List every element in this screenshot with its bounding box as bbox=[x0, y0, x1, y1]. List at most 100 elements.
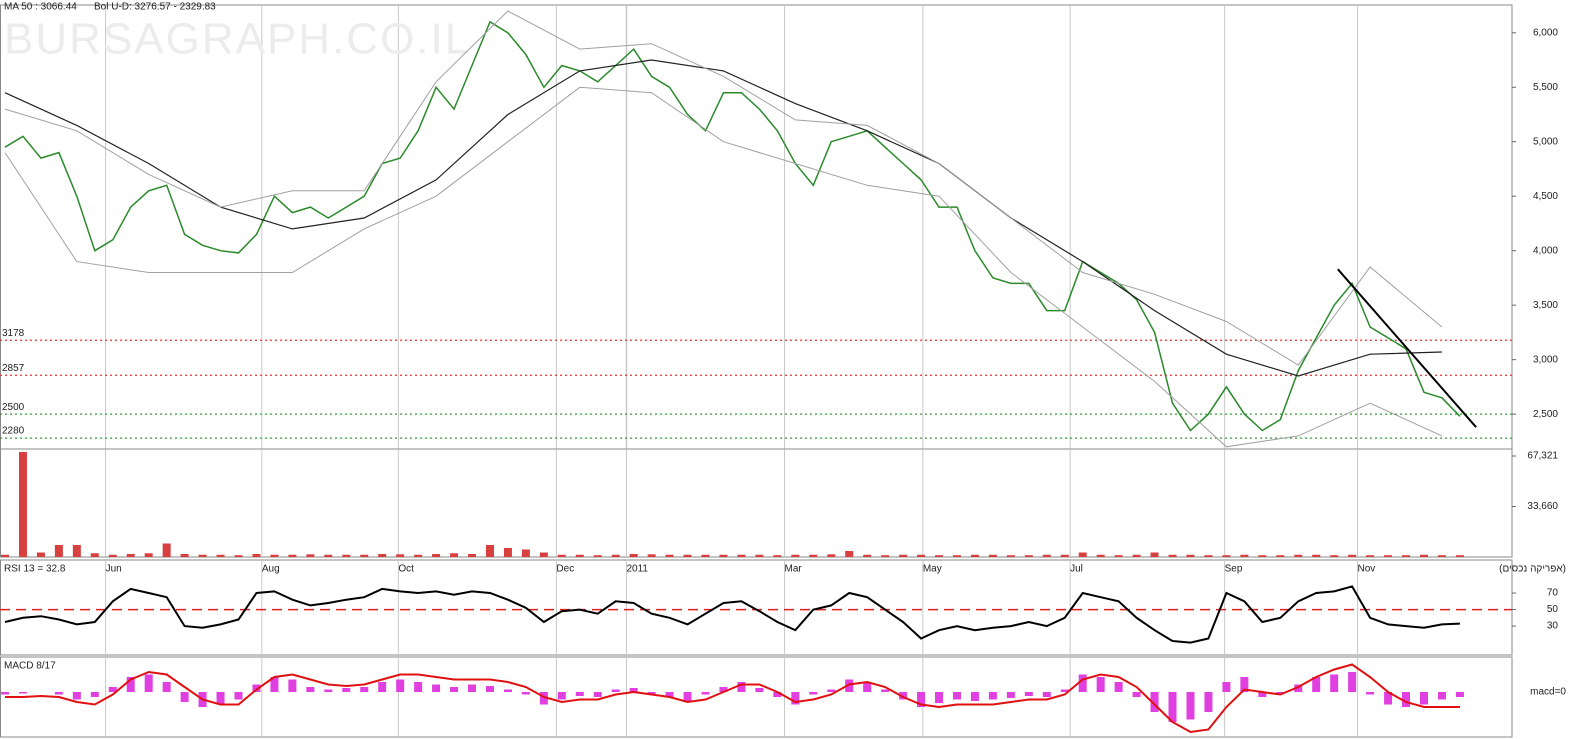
watermark: BURSAGRAPH.CO.IL bbox=[4, 15, 471, 64]
panel bbox=[0, 656, 1513, 738]
bar bbox=[1150, 692, 1159, 712]
bar bbox=[683, 692, 692, 701]
bar bbox=[1455, 555, 1464, 557]
bar bbox=[1168, 692, 1177, 722]
bar bbox=[899, 554, 908, 557]
bar bbox=[809, 554, 818, 557]
bar bbox=[342, 688, 351, 692]
bar bbox=[863, 554, 872, 557]
bar bbox=[1006, 555, 1015, 557]
bar bbox=[126, 554, 135, 557]
bar bbox=[378, 682, 387, 692]
bar bbox=[1437, 692, 1446, 700]
bar bbox=[216, 692, 225, 705]
y-tick-label: 3,500 bbox=[1533, 300, 1558, 311]
bar bbox=[827, 554, 836, 557]
bar bbox=[1204, 692, 1213, 712]
x-tick-label: Oct bbox=[398, 564, 414, 575]
bar bbox=[683, 554, 692, 557]
bar bbox=[593, 692, 602, 697]
series-line bbox=[5, 663, 1460, 734]
bar bbox=[270, 554, 279, 557]
x-tick-label: 2011 bbox=[626, 564, 648, 575]
bar bbox=[755, 688, 764, 692]
bar bbox=[988, 692, 997, 700]
x-tick-label: Jul bbox=[1070, 564, 1083, 575]
y-tick-label: 5,500 bbox=[1533, 82, 1558, 93]
bar bbox=[773, 692, 782, 697]
series-line bbox=[4, 10, 1443, 366]
series-line bbox=[4, 86, 1443, 448]
x-tick-label: Jun bbox=[106, 564, 122, 575]
bar bbox=[1132, 554, 1141, 557]
panel-title: RSI 13 = 32.8 bbox=[4, 564, 66, 575]
bar bbox=[935, 555, 944, 557]
bar bbox=[1455, 692, 1464, 697]
level-label: 3178 bbox=[2, 328, 25, 339]
bar bbox=[1096, 677, 1105, 692]
bar bbox=[414, 554, 423, 557]
y-tick-label: 70 bbox=[1547, 588, 1559, 599]
bar bbox=[629, 688, 638, 692]
y-tick-label: 2,500 bbox=[1533, 409, 1558, 420]
bar bbox=[899, 692, 908, 700]
bar bbox=[1078, 552, 1087, 557]
bar bbox=[1348, 672, 1357, 692]
bar bbox=[234, 555, 243, 557]
bar bbox=[1312, 677, 1321, 692]
bar bbox=[1348, 554, 1357, 557]
bar bbox=[701, 692, 710, 695]
bar bbox=[970, 554, 979, 557]
bar bbox=[1258, 555, 1267, 557]
bar bbox=[18, 452, 27, 557]
bar bbox=[414, 682, 423, 692]
y-tick-label: 4,000 bbox=[1533, 245, 1558, 256]
bar bbox=[396, 554, 405, 557]
panel bbox=[0, 448, 1513, 558]
bar bbox=[180, 692, 189, 702]
bar bbox=[108, 687, 117, 692]
x-tick-label: Dec bbox=[556, 564, 574, 575]
bar bbox=[647, 692, 656, 695]
x-tick-label: Sep bbox=[1225, 564, 1243, 575]
bar bbox=[54, 545, 63, 557]
bar bbox=[1078, 674, 1087, 692]
bar bbox=[72, 692, 81, 700]
bar bbox=[970, 692, 979, 701]
bar bbox=[845, 551, 854, 557]
bar bbox=[647, 554, 656, 557]
bar bbox=[1276, 555, 1285, 557]
series-line bbox=[4, 585, 1460, 644]
bar bbox=[719, 554, 728, 557]
bar bbox=[306, 554, 315, 557]
bar bbox=[1096, 554, 1105, 557]
bar bbox=[432, 554, 441, 557]
bar bbox=[1060, 554, 1069, 557]
bar bbox=[1419, 554, 1428, 557]
bar bbox=[988, 554, 997, 557]
bar bbox=[288, 679, 297, 692]
bar bbox=[503, 548, 512, 557]
bar bbox=[503, 689, 512, 692]
bar bbox=[917, 692, 926, 707]
bar bbox=[360, 687, 369, 692]
bar bbox=[90, 553, 99, 557]
annotation: MA 50 : 3066.44 bbox=[4, 2, 77, 13]
y-tick-label: 30 bbox=[1547, 621, 1559, 632]
bar bbox=[288, 554, 297, 557]
bar bbox=[593, 555, 602, 557]
bar bbox=[611, 554, 620, 557]
bar bbox=[1312, 554, 1321, 557]
level-label: 2500 bbox=[2, 402, 25, 413]
bar bbox=[1240, 554, 1249, 557]
y-tick-label: 4,500 bbox=[1533, 191, 1558, 202]
x-tick-label: May bbox=[923, 564, 942, 575]
bar bbox=[1204, 555, 1213, 557]
bar bbox=[737, 554, 746, 557]
bar bbox=[701, 554, 710, 557]
bar bbox=[863, 682, 872, 692]
bar bbox=[1168, 554, 1177, 557]
bar bbox=[36, 552, 45, 557]
